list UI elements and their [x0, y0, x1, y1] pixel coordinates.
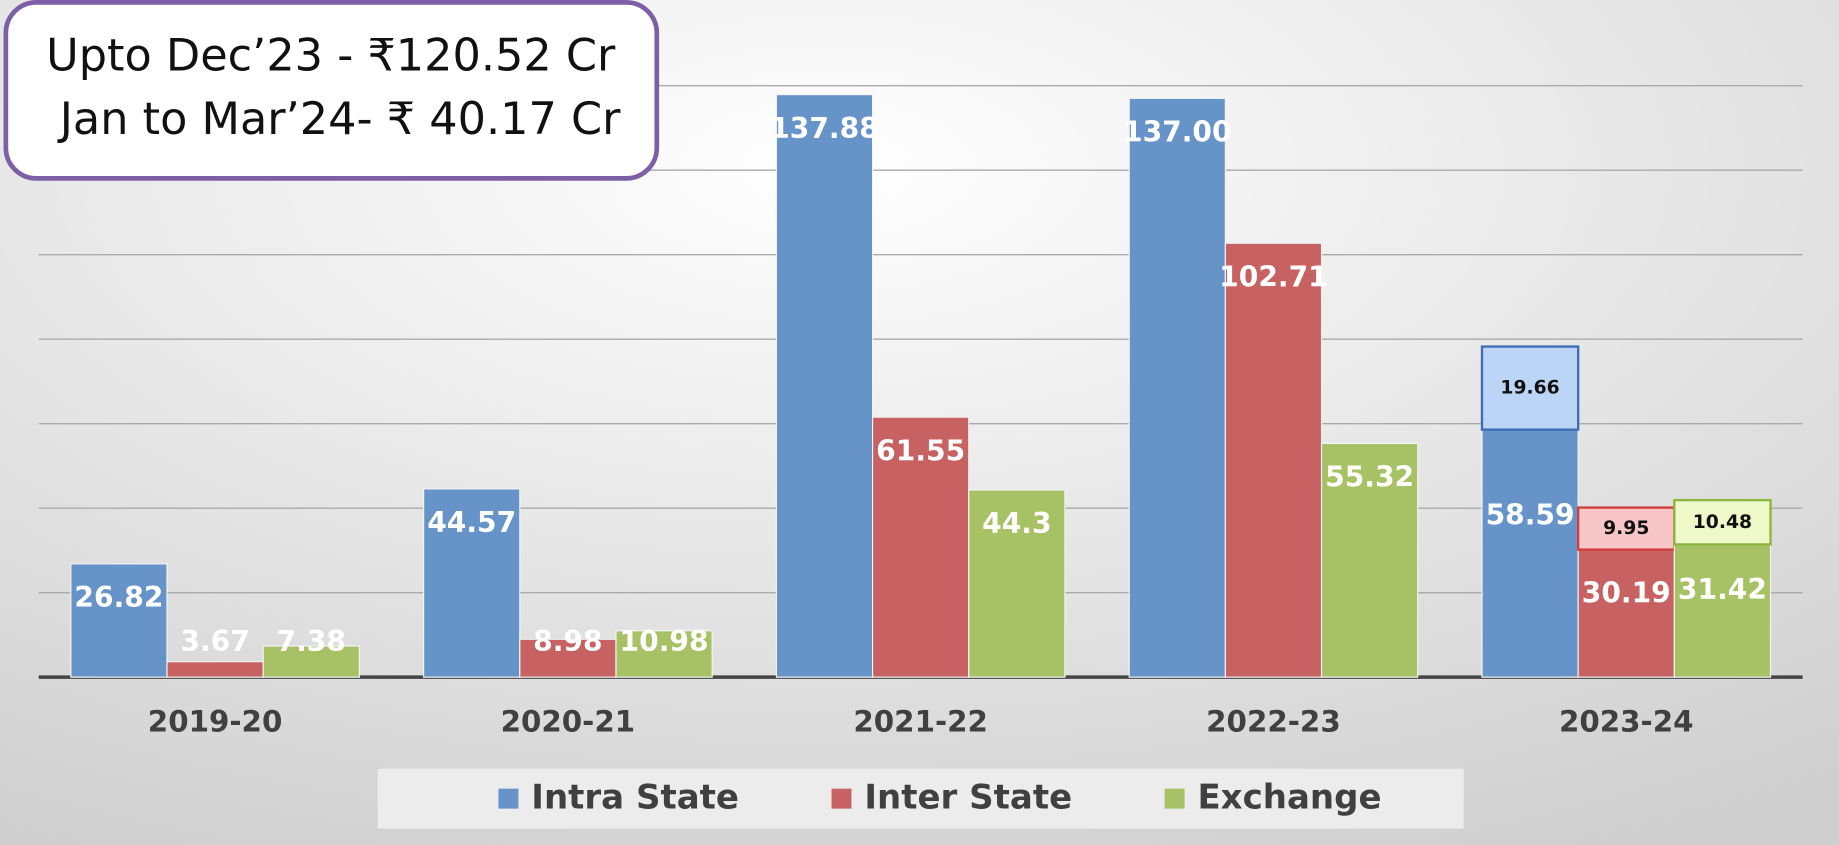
bar: [1224, 242, 1323, 678]
legend-box: [377, 768, 1464, 829]
value-label: 137.00: [1123, 116, 1232, 149]
bar-segment: [1673, 498, 1772, 546]
x-tick-label: 2022-23: [1206, 704, 1341, 738]
segment-label: 9.95: [1603, 518, 1649, 539]
value-label: 3.67: [180, 625, 249, 658]
legend: Intra State Inter State Exchange: [498, 778, 1382, 818]
annotation: Jan to Mar’24- ₹ 40.17 Cr: [57, 93, 621, 145]
value-label: 58.59: [1486, 498, 1575, 531]
segment-label: 10.48: [1693, 512, 1752, 533]
x-tick-label: 2019-20: [148, 704, 283, 738]
bar: [872, 416, 970, 678]
annotation-box: [3, 0, 660, 181]
bar: [1673, 543, 1772, 678]
segment-label: 19.66: [1500, 378, 1559, 399]
value-label: 55.32: [1325, 461, 1414, 494]
bar: [1481, 429, 1579, 678]
plot: 2019-20 26.82 3.67 7.38 2020-21 44.57 8.98 10.9…: [38, 84, 1803, 738]
bar: [70, 563, 168, 678]
value-label: 31.42: [1678, 573, 1767, 606]
value-label: 7.38: [277, 625, 346, 658]
bar-segment: [1480, 345, 1580, 431]
bar: [1320, 442, 1419, 678]
value-label: 44.57: [427, 506, 516, 539]
legend-swatch: [1164, 788, 1185, 809]
legend-swatch: [498, 788, 519, 809]
bar: [1577, 549, 1675, 678]
annotation: Upto Dec’23 - ₹120.52 Cr: [46, 30, 616, 82]
value-label: 8.98: [533, 625, 602, 658]
legend-label: Inter State: [864, 778, 1072, 818]
value-label: 10.98: [620, 625, 709, 658]
bar: [615, 630, 713, 678]
value-label: 102.71: [1219, 260, 1328, 293]
bar: [775, 94, 874, 678]
value-label: 61.55: [876, 434, 965, 467]
legend-swatch: [831, 788, 852, 809]
bar: [519, 638, 617, 678]
bar-segment: [1576, 506, 1676, 551]
bar: [968, 489, 1066, 678]
value-label: 137.88: [770, 112, 879, 145]
x-tick-label: 2021-22: [853, 704, 988, 738]
value-label: 30.19: [1582, 576, 1671, 609]
legend-label: Exchange: [1197, 778, 1381, 818]
bar: [166, 661, 264, 678]
x-tick-label: 2020-21: [501, 704, 636, 738]
value-label: 26.82: [74, 581, 163, 614]
bar: [423, 488, 521, 678]
legend-label: Intra State: [531, 778, 739, 818]
x-tick-label: 2023-24: [1559, 704, 1694, 738]
bar: [1128, 97, 1226, 678]
value-label: 44.3: [982, 507, 1051, 540]
bar: [262, 645, 360, 678]
